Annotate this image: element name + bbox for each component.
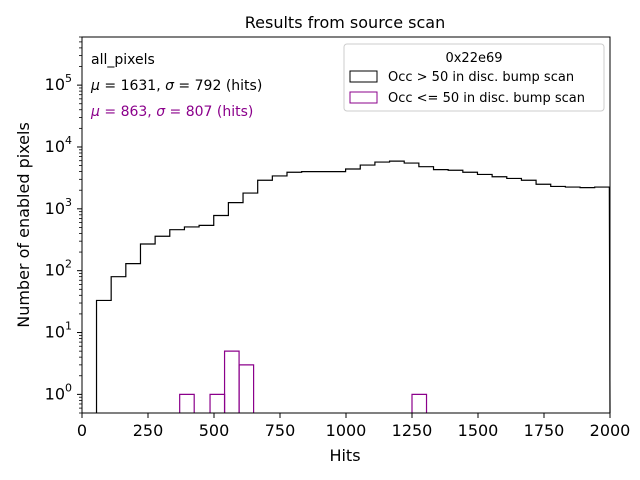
bar-occ-high (302, 172, 317, 413)
x-tick-label: 2000 (590, 421, 631, 440)
y-axis-label: Number of enabled pixels (14, 122, 33, 328)
y-tick-label: 104 (45, 134, 72, 156)
bar-occ-high (448, 170, 463, 413)
x-tick-label: 1250 (392, 421, 433, 440)
bar-occ-high (507, 178, 522, 413)
series-occ-high-outline (95, 160, 611, 414)
bar-occ-high (199, 225, 214, 413)
bar-occ-high (346, 169, 361, 413)
y-tick-label: 102 (45, 258, 72, 280)
x-tick-label: 1500 (458, 421, 499, 440)
x-tick-label: 250 (133, 421, 164, 440)
bar-occ-low (179, 393, 195, 413)
x-tick-label: 1000 (326, 421, 367, 440)
y-tick-exponent: 0 (65, 381, 72, 394)
bar-occ-high (551, 186, 566, 413)
y-tick-label: 105 (45, 72, 72, 94)
x-axis-label: Hits (329, 446, 360, 465)
bar-occ-high (375, 162, 390, 413)
legend-swatch-low (349, 91, 378, 104)
y-tick-exponent: 3 (65, 196, 72, 209)
bar-occ-high (521, 180, 536, 413)
y-tick-label: 101 (45, 320, 72, 342)
bar-occ-high (565, 187, 580, 413)
x-tick-label: 500 (199, 421, 230, 440)
bar-occ-high (155, 236, 170, 413)
x-axis-ticks: 0 250 500 750 1000 1250 1500 1750 2000 (77, 413, 630, 440)
y-tick-label: 103 (45, 196, 72, 218)
bar-occ-high (272, 176, 287, 413)
bar-occ-high (463, 172, 478, 413)
bar-occ-high (331, 172, 346, 413)
series-layer (95, 160, 611, 414)
y-tick-exponent: 4 (65, 134, 72, 147)
bar-occ-high (580, 188, 595, 413)
bar-occ-high (316, 172, 331, 413)
x-tick-label: 750 (265, 421, 296, 440)
bar-occ-high (287, 172, 302, 413)
bar-occ-low (411, 393, 428, 413)
legend-title: 0x22e69 (445, 51, 502, 66)
bar-occ-high (536, 184, 551, 413)
bar-occ-high (140, 244, 155, 413)
x-tick-label: 0 (77, 421, 87, 440)
y-tick-exponent: 5 (65, 72, 72, 85)
bar-occ-high (434, 170, 449, 413)
y-tick-base: 10 (45, 261, 65, 280)
bar-occ-high (595, 187, 610, 413)
y-tick-exponent: 2 (65, 258, 72, 271)
annotation-stats-main: μ = 1631, σ = 792 (hits) (90, 78, 262, 94)
y-tick-base: 10 (45, 137, 65, 156)
bar-occ-low (238, 364, 255, 413)
x-tick-label: 1750 (524, 421, 565, 440)
annotation-stats-low: μ = 863, σ = 807 (hits) (90, 104, 253, 120)
y-tick-base: 10 (45, 75, 65, 94)
bar-occ-high (243, 193, 258, 413)
bar-occ-high (111, 277, 126, 413)
y-tick-base: 10 (45, 384, 65, 403)
bar-occ-high (390, 161, 405, 413)
bar-occ-high (419, 167, 434, 413)
y-tick-base: 10 (45, 323, 65, 342)
bar-occ-high (492, 177, 507, 413)
y-tick-label: 100 (45, 381, 72, 403)
legend-box (343, 43, 605, 112)
legend-label-high: Occ > 50 in disc. bump scan (388, 70, 574, 85)
bar-occ-high (126, 264, 141, 413)
bar-occ-high (97, 300, 112, 413)
y-tick-base: 10 (45, 199, 65, 218)
bar-occ-high (184, 227, 199, 413)
bar-occ-high (214, 216, 229, 413)
bar-occ-high (477, 174, 492, 413)
chart-title: Results from source scan (245, 13, 445, 32)
y-tick-exponent: 1 (65, 320, 72, 333)
bar-occ-high (360, 165, 375, 413)
bar-occ-high (404, 163, 419, 413)
annotation-name: all_pixels (91, 52, 155, 68)
legend-label-low: Occ <= 50 in disc. bump scan (388, 91, 585, 106)
legend: 0x22e69 Occ > 50 in disc. bump scan Occ … (343, 43, 605, 112)
bar-occ-high (258, 180, 273, 413)
bar-occ-high (228, 203, 243, 413)
legend-swatch-high (349, 70, 378, 83)
bar-occ-high (170, 230, 185, 413)
